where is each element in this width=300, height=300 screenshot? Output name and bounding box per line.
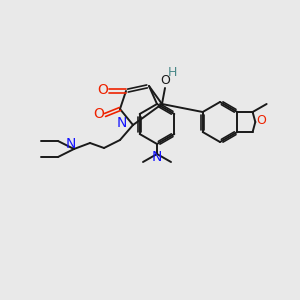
Text: H: H xyxy=(167,67,177,80)
Text: N: N xyxy=(66,137,76,151)
Text: N: N xyxy=(117,116,127,130)
Text: O: O xyxy=(256,113,266,127)
Text: O: O xyxy=(94,107,104,121)
Text: N: N xyxy=(152,150,162,164)
Text: O: O xyxy=(98,83,108,97)
Text: O: O xyxy=(160,74,170,86)
